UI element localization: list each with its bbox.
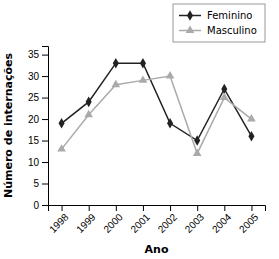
x-tick-mark: [197, 205, 198, 211]
x-tick: 2001: [128, 205, 152, 235]
y-tick-mark: [42, 205, 48, 206]
series-marker: [84, 110, 93, 117]
x-tick: 2004: [210, 205, 234, 235]
y-tick: 15: [28, 135, 48, 146]
series-marker: [248, 131, 254, 142]
x-tick-mark: [116, 205, 117, 211]
marks: [57, 58, 255, 156]
legend-marker: [186, 26, 195, 33]
x-tick: 1999: [74, 205, 98, 235]
y-tick-label: 5: [33, 178, 39, 189]
x-tick: 1998: [47, 205, 71, 235]
legend-label: Feminino: [207, 10, 252, 21]
y-tick-label: 25: [28, 92, 40, 103]
series-marker: [247, 114, 256, 121]
legend-marker: [187, 10, 193, 21]
y-tick-mark: [42, 184, 48, 185]
y-tick-label: 35: [28, 49, 40, 60]
y-tick: 30: [28, 71, 48, 82]
x-axis-line: [49, 206, 266, 212]
y-tick-mark: [42, 55, 48, 56]
y-tick: 10: [28, 157, 48, 168]
y-tick: 5: [33, 178, 48, 189]
y-tick-label: 30: [28, 71, 40, 82]
y-axis-title: Número de internações: [2, 53, 15, 198]
y-axis-line: [42, 47, 49, 206]
x-tick-label: 2004: [210, 211, 234, 235]
legend: Feminino Masculino: [173, 4, 265, 42]
y-tick-label: 20: [28, 114, 40, 125]
x-tick-mark: [89, 205, 90, 211]
series-marker: [59, 118, 65, 129]
series-marker: [139, 75, 148, 82]
x-tick-label: 2002: [156, 211, 180, 235]
series-marker: [167, 118, 173, 129]
x-tick-label: 2001: [128, 211, 152, 235]
x-tick-label: 2005: [237, 211, 261, 235]
series-marker: [220, 93, 229, 100]
series-line: [62, 76, 252, 153]
x-axis: 19981999200020012002200320042005: [47, 205, 265, 235]
y-tick-mark: [42, 162, 48, 163]
series-marker: [193, 148, 202, 155]
y-tick-label: 10: [28, 157, 40, 168]
x-tick: 2000: [101, 205, 125, 235]
x-tick-mark: [143, 205, 144, 211]
x-tick-mark: [251, 205, 252, 211]
series-marker: [86, 97, 92, 108]
series-marker: [112, 80, 121, 87]
x-tick-label: 2000: [101, 211, 125, 235]
x-tick-label: 1999: [74, 211, 98, 235]
series-marker: [166, 71, 175, 78]
y-tick-mark: [42, 76, 48, 77]
series: [57, 71, 255, 156]
x-tick: 2003: [183, 205, 207, 235]
x-tick: 2005: [237, 205, 261, 235]
legend-frame: [173, 4, 265, 42]
y-tick: 25: [28, 92, 48, 103]
x-tick-label: 1998: [47, 211, 71, 235]
y-tick: 20: [28, 114, 48, 125]
x-tick: 2002: [156, 205, 180, 235]
y-tick: 0: [33, 200, 48, 211]
y-axis: 0 5 10 15 20 25 30 35: [28, 47, 49, 211]
x-axis-title: Ano: [145, 243, 169, 256]
x-tick-mark: [224, 205, 225, 211]
x-tick-mark: [62, 205, 63, 211]
plot: 0510152025303519981999200020012002200320…: [28, 47, 266, 235]
y-tick-mark: [42, 141, 48, 142]
series-marker: [57, 144, 66, 151]
x-tick-label: 2003: [183, 211, 207, 235]
legend-label: Masculino: [207, 25, 257, 36]
chart: 0510152025303519981999200020012002200320…: [0, 0, 279, 259]
y-tick-mark: [42, 98, 48, 99]
y-tick-mark: [42, 119, 48, 120]
legend-item: Masculino: [179, 25, 257, 36]
legend-item: Feminino: [179, 10, 252, 21]
series-marker: [194, 135, 200, 146]
series-marker: [113, 58, 119, 69]
x-tick-mark: [170, 205, 171, 211]
y-tick-label: 0: [33, 200, 39, 211]
series-marker: [140, 58, 146, 69]
y-tick: 35: [28, 49, 48, 60]
series: [59, 58, 255, 146]
y-tick-label: 15: [28, 135, 40, 146]
